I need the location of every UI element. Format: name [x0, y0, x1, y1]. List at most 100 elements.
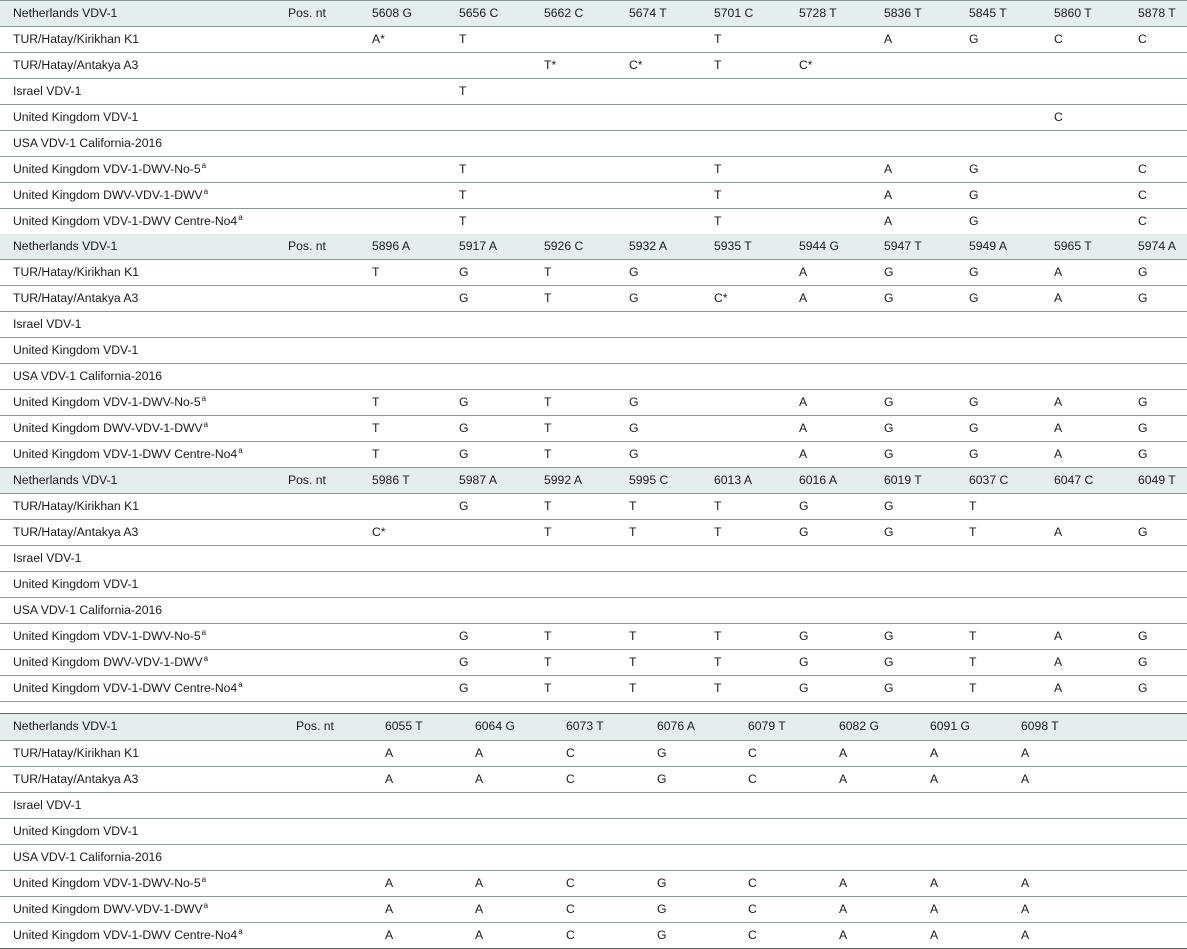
table-row: United Kingdom DWV-VDV-1-DWVa T G T G A G G A G — [0, 416, 1187, 442]
nucleotide-cell: A — [1021, 746, 1030, 760]
table-row: TUR/Hatay/Antakya A3 A A C G C A A A — [0, 767, 1187, 793]
position-header: 5932 A — [629, 239, 667, 253]
nucleotide-cell: T — [714, 58, 722, 72]
table-row: TUR/Hatay/Kirikhan K1 T G T G A G G A G — [0, 260, 1187, 286]
nucleotide-cell: A — [1054, 629, 1063, 643]
strain-name: United Kingdom VDV-1 — [13, 824, 139, 838]
table-block: Netherlands VDV-1 Pos. nt 5896 A 5917 A 5926… — [0, 234, 1187, 468]
nucleotide-cell: G — [799, 681, 809, 695]
nucleotide-cell: C — [1138, 214, 1147, 228]
position-header: 6091 G — [930, 719, 970, 733]
strain-name: United Kingdom VDV-1-DWV-No-5 — [13, 395, 201, 409]
nucleotide-cell: T — [969, 499, 977, 513]
nucleotide-cell: G — [1138, 629, 1148, 643]
nucleotide-cell: G — [459, 265, 469, 279]
nucleotide-cell: T — [459, 84, 467, 98]
nucleotide-cell: T — [544, 265, 552, 279]
strain-label: United Kingdom VDV-1-DWV Centre-No4a — [13, 676, 243, 701]
position-header: 6037 C — [969, 473, 1009, 487]
nucleotide-cell: G — [884, 681, 894, 695]
nucleotide-cell: T — [714, 525, 722, 539]
strain-label: United Kingdom DWV-VDV-1-DWVa — [13, 183, 208, 208]
nucleotide-cell: T — [629, 629, 637, 643]
nucleotide-cell: G — [799, 655, 809, 669]
table-row: Israel VDV-1 — [0, 793, 1187, 819]
strain-label: United Kingdom VDV-1 — [13, 105, 138, 130]
nucleotide-cell: G — [629, 421, 639, 435]
strain-name: TUR/Hatay/Kirikhan K1 — [13, 499, 139, 513]
nucleotide-cell: G — [969, 395, 979, 409]
nucleotide-cell: G — [969, 265, 979, 279]
position-header: 5987 A — [459, 473, 497, 487]
strain-name: United Kingdom DWV-VDV-1-DWV — [13, 188, 203, 202]
strain-label: TUR/Hatay/Antakya A3 — [13, 520, 138, 545]
strain-name: United Kingdom VDV-1 — [13, 343, 139, 357]
header-row: Netherlands VDV-1 Pos. nt 5986 T 5987 A 5992… — [0, 468, 1187, 494]
nucleotide-cell: T — [714, 629, 722, 643]
strain-label: United Kingdom VDV-1-DWV Centre-No4a — [13, 442, 243, 467]
table-block: Netherlands VDV-1 Pos. nt 5608 G 5656 C 5662… — [0, 0, 1187, 235]
nucleotide-cell: T — [714, 188, 722, 202]
nucleotide-cell: T — [969, 681, 977, 695]
nucleotide-cell: C — [748, 928, 757, 942]
table-row: United Kingdom VDV-1-DWV Centre-No4a T G T G… — [0, 442, 1187, 468]
nucleotide-cell: A — [1021, 928, 1030, 942]
nucleotide-cell: T — [372, 447, 380, 461]
strain-label: United Kingdom VDV-1-DWV-No-5a — [13, 157, 206, 182]
table-row: TUR/Hatay/Antakya A3 T* C* T C* — [0, 53, 1187, 79]
nucleotide-cell: A* — [372, 32, 385, 46]
nucleotide-cell: A — [799, 291, 808, 305]
strain-name: TUR/Hatay/Antakya A3 — [13, 525, 139, 539]
nucleotide-cell: G — [969, 421, 979, 435]
nucleotide-cell: C — [566, 772, 575, 786]
table-row: USA VDV-1 California-2016 — [0, 364, 1187, 390]
nucleotide-cell: T — [714, 214, 722, 228]
position-label: Pos. nt — [288, 6, 326, 20]
position-header: 5965 T — [1054, 239, 1092, 253]
table-block: Netherlands VDV-1 Pos. nt 6055 T 6064 G 6073… — [0, 713, 1187, 949]
strain-label: TUR/Hatay/Antakya A3 — [13, 767, 138, 792]
position-header: 5995 C — [629, 473, 669, 487]
position-header: 5656 C — [459, 6, 499, 20]
nucleotide-cell: T — [629, 499, 637, 513]
nucleotide-cell: A — [475, 928, 484, 942]
strain-label: USA VDV-1 California-2016 — [13, 845, 162, 870]
nucleotide-cell: C — [1138, 32, 1147, 46]
nucleotide-cell: T — [459, 162, 467, 176]
strain-name: United Kingdom DWV-VDV-1-DWV — [13, 655, 203, 669]
nucleotide-cell: A — [385, 746, 394, 760]
position-header: 6013 A — [714, 473, 752, 487]
position-header: 5896 A — [372, 239, 410, 253]
nucleotide-cell: A — [475, 902, 484, 916]
nucleotide-cell: G — [969, 291, 979, 305]
strain-name: United Kingdom VDV-1 — [13, 577, 139, 591]
position-header: 5845 T — [969, 6, 1007, 20]
nucleotide-cell: G — [969, 162, 979, 176]
position-header: 5728 T — [799, 6, 837, 20]
table-row: United Kingdom DWV-VDV-1-DWVa T T A G C — [0, 183, 1187, 209]
strain-name: TUR/Hatay/Kirikhan K1 — [13, 32, 139, 46]
nucleotide-cell: G — [799, 629, 809, 643]
nucleotide-cell: T — [544, 421, 552, 435]
nucleotide-cell: G — [459, 395, 469, 409]
nucleotide-cell: G — [657, 902, 667, 916]
nucleotide-cell: A — [1054, 525, 1063, 539]
nucleotide-cell: A — [839, 746, 848, 760]
strain-name: TUR/Hatay/Antakya A3 — [13, 772, 139, 786]
nucleotide-cell: A — [799, 447, 808, 461]
strain-label: United Kingdom VDV-1 — [13, 572, 138, 597]
reference-label: Netherlands VDV-1 — [13, 6, 118, 20]
table-row: Israel VDV-1 — [0, 546, 1187, 572]
strain-name: TUR/Hatay/Kirikhan K1 — [13, 746, 139, 760]
strain-label: United Kingdom VDV-1 — [13, 819, 138, 844]
nucleotide-cell: A — [930, 746, 939, 760]
table-row: TUR/Hatay/Antakya A3 G T G C* A G G A G — [0, 286, 1187, 312]
nucleotide-cell: C* — [629, 58, 643, 72]
nucleotide-cell: T — [969, 629, 977, 643]
footnote-marker: a — [201, 875, 207, 884]
table-row: United Kingdom DWV-VDV-1-DWVa G T T T G G T A G — [0, 650, 1187, 676]
nucleotide-cell: T — [544, 291, 552, 305]
nucleotide-cell: A — [1054, 265, 1063, 279]
position-header: 5992 A — [544, 473, 582, 487]
nucleotide-cell: A — [1054, 447, 1063, 461]
